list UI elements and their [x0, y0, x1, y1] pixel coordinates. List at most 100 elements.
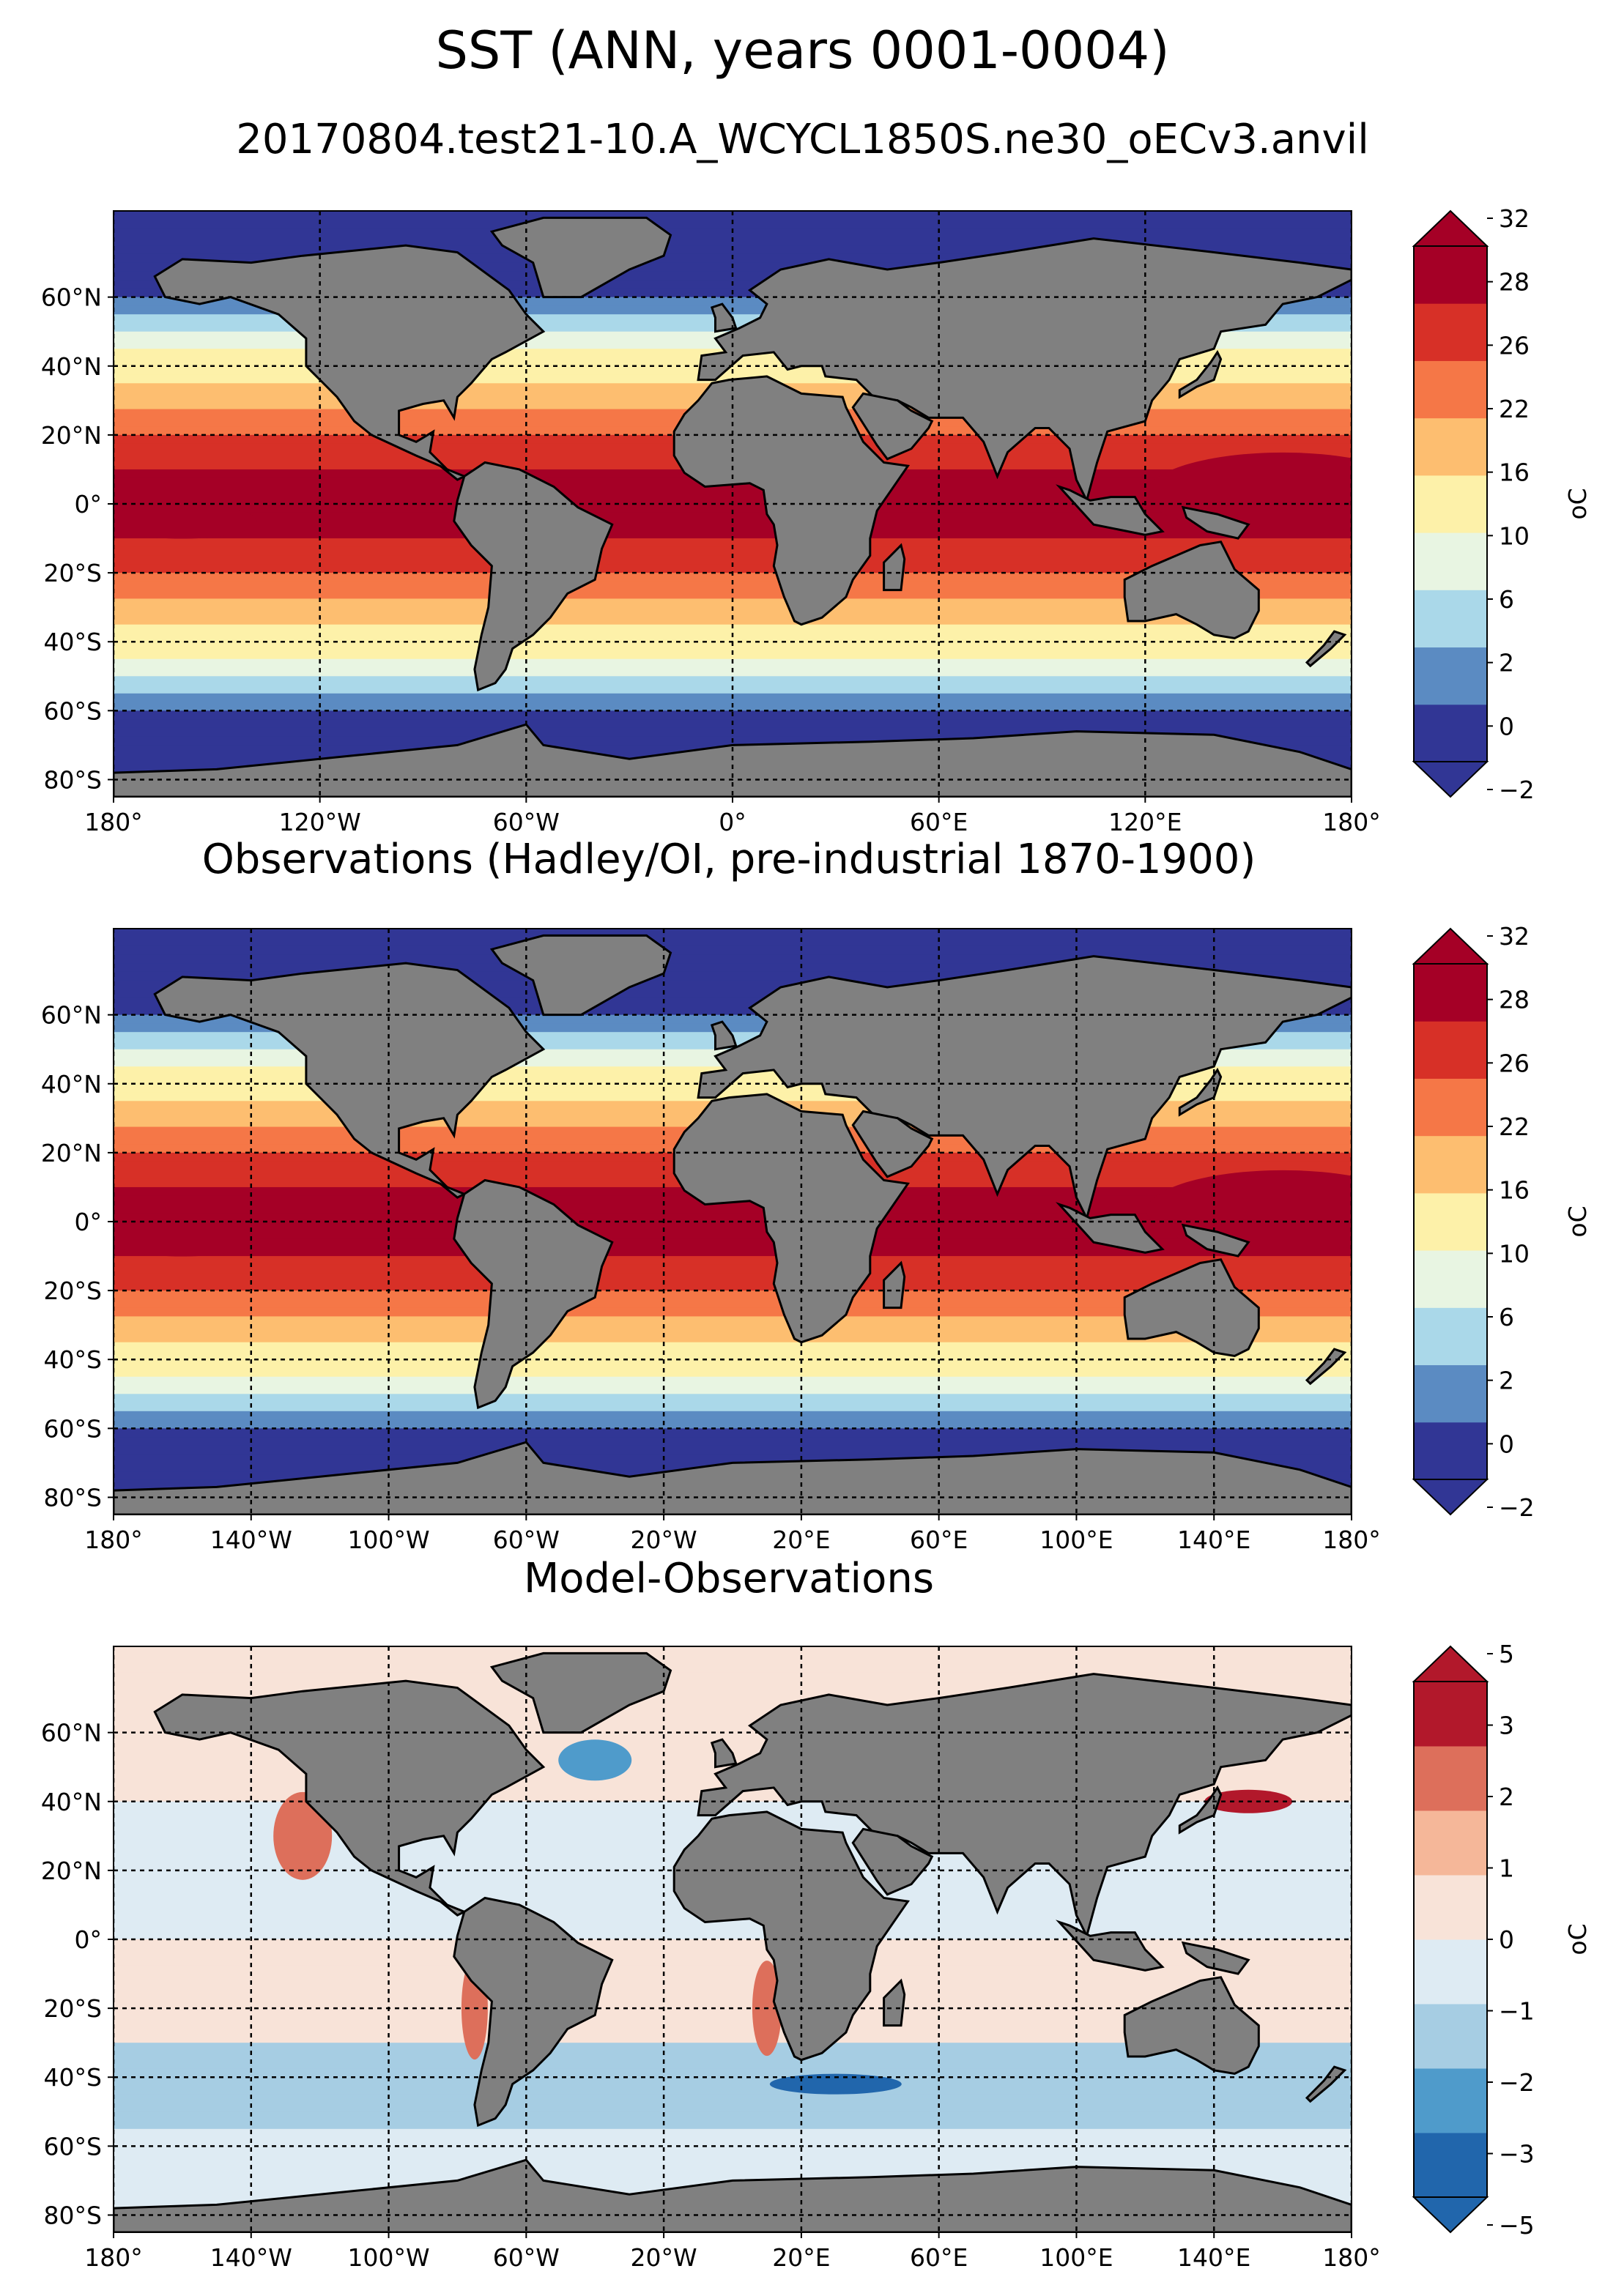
lon-tick-label: 100°E	[1039, 2243, 1113, 2272]
land-australia	[1123, 1976, 1260, 2076]
warm-pool	[114, 1221, 257, 1257]
colorbar-segment	[1414, 2068, 1487, 2133]
colorbar-extend-max	[1412, 209, 1489, 247]
colorbar-segment	[1414, 1682, 1487, 1747]
ocean-band	[114, 1325, 1352, 1334]
ocean-band	[114, 1333, 1352, 1343]
ocean-band	[114, 2068, 1352, 2078]
bias-patch	[769, 2073, 902, 2095]
colorbar-segment	[1414, 590, 1487, 648]
ocean-band	[114, 624, 1352, 634]
lon-tick-label: 180°	[84, 1526, 143, 1554]
ocean-band	[114, 555, 1352, 565]
colorbar-label: −1	[1499, 1997, 1535, 2026]
ocean-band	[114, 633, 1352, 643]
ocean-band	[114, 1403, 1352, 1412]
land-australia	[1123, 540, 1260, 640]
lat-tick-label: 40°S	[44, 628, 102, 656]
ocean-band	[114, 1359, 1352, 1369]
land-africa	[672, 375, 911, 626]
lat-tick-label: 40°N	[41, 1070, 102, 1099]
lat-tick-label: 80°S	[44, 1483, 102, 1512]
ocean-band	[114, 2051, 1352, 2061]
ocean-band	[114, 1230, 1352, 1240]
colorbar-label: 28	[1499, 986, 1530, 1014]
colorbar-segment	[1414, 360, 1487, 419]
colorbar-segment	[1414, 1746, 1487, 1811]
ocean-band	[114, 2086, 1352, 2095]
colorbar-label: 1	[1499, 1854, 1514, 1883]
ocean-band	[114, 1663, 1352, 1673]
land-africa	[672, 1093, 911, 1344]
lat-tick-label: 40°N	[41, 352, 102, 381]
colorbar-extend-max	[1412, 927, 1489, 965]
land-arabia	[851, 392, 934, 461]
colorbar-label: 28	[1499, 268, 1530, 297]
land-indonesia	[1056, 484, 1165, 536]
ocean-band	[114, 642, 1352, 651]
lon-tick-label: 100°W	[347, 2243, 429, 2272]
colorbar-frame	[1413, 245, 1488, 762]
ocean-band	[114, 1256, 1352, 1266]
colorbar-segment	[1414, 1307, 1487, 1366]
lon-tick-label: 60°W	[493, 808, 560, 836]
ocean-band	[114, 530, 1352, 540]
lon-tick-label: 60°W	[493, 2243, 560, 2272]
lon-tick-label: 180°	[84, 808, 143, 836]
lat-tick-label: 80°S	[44, 2201, 102, 2229]
ocean-band	[114, 1394, 1352, 1404]
land-arabia	[851, 1827, 934, 1896]
colorbar-label: 2	[1499, 1367, 1514, 1395]
colorbar-frame	[1413, 963, 1488, 1480]
land-indonesia	[1056, 1202, 1165, 1254]
colorbar-label: 0	[1499, 712, 1514, 740]
ocean-band	[114, 954, 1352, 965]
ocean-band	[114, 615, 1352, 625]
ocean-band	[114, 2059, 1352, 2070]
lon-tick-label: 20°W	[631, 1526, 697, 1554]
colorbar-segment	[1414, 1021, 1487, 1079]
ocean-band	[114, 590, 1352, 600]
land-uk	[710, 1020, 738, 1051]
colorbar-segment	[1414, 475, 1487, 533]
lat-tick-label: 40°S	[44, 2063, 102, 2092]
colorbar-label: 26	[1499, 1049, 1530, 1077]
warm-pool	[1146, 1170, 1352, 1252]
land-eurasia	[697, 1673, 1352, 1939]
land-eurasia	[697, 955, 1352, 1222]
colorbar-label: 2	[1499, 1783, 1514, 1811]
ocean-band	[114, 1947, 1352, 1958]
warm-pool	[114, 503, 257, 539]
ocean-band	[114, 1238, 1352, 1249]
ocean-band	[114, 2008, 1352, 2018]
ocean-band	[114, 1965, 1352, 1975]
colorbar-segment	[1414, 246, 1487, 304]
land-japan	[1178, 1067, 1223, 1117]
panel-2-title: Observations (Hadley/OI, pre-industrial …	[201, 836, 1256, 883]
bias-patch	[558, 1739, 632, 1781]
ocean-band	[114, 1342, 1352, 1352]
ocean-band	[114, 945, 1352, 956]
colorbar-label: 32	[1499, 204, 1530, 233]
colorbar-label: 6	[1499, 585, 1514, 614]
figure-subtitle: 20170804.test21-10.A_WCYCL1850S.ne30_oEC…	[236, 116, 1369, 163]
colorbar-extend-min	[1412, 2196, 1489, 2234]
colorbar-label: 6	[1499, 1303, 1514, 1331]
colorbar-unit: oC	[1563, 1923, 1592, 1955]
colorbar-label: 22	[1499, 1112, 1530, 1141]
colorbar-label: −2	[1499, 2068, 1535, 2097]
ocean-band	[114, 1654, 1352, 1665]
colorbar-label: 0	[1499, 1925, 1514, 1954]
lon-tick-label: 20°E	[772, 2243, 830, 2272]
ocean-band	[114, 512, 1352, 522]
ocean-band	[114, 1982, 1352, 1992]
ocean-band	[114, 1299, 1352, 1309]
colorbar-segment	[1414, 1078, 1487, 1137]
lat-tick-label: 60°N	[41, 283, 102, 312]
ocean-band	[114, 598, 1352, 609]
colorbar-unit: oC	[1563, 1205, 1592, 1237]
land-northAmerica	[153, 244, 546, 481]
ocean-band	[114, 650, 1352, 660]
colorbar-segment	[1414, 1192, 1487, 1251]
lat-tick-label: 60°S	[44, 696, 102, 725]
